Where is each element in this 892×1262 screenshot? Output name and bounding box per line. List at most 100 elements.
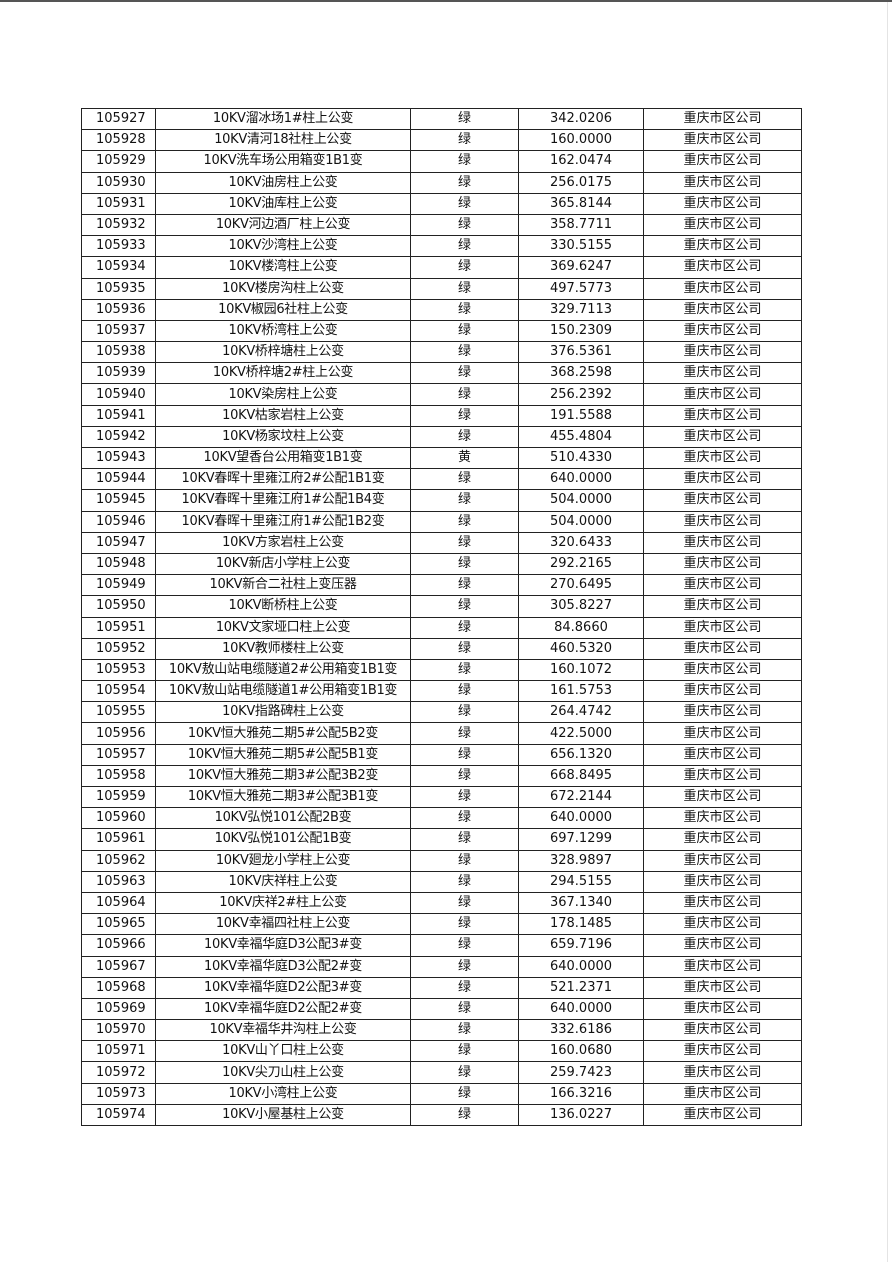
- cell-company: 重庆市区公司: [643, 913, 802, 936]
- cell-value: 368.2598: [518, 362, 644, 385]
- cell-id: 105974: [81, 1103, 156, 1127]
- page-right-edge: [887, 2, 888, 1262]
- cell-transformer-name: 10KV指路碑柱上公变: [155, 701, 411, 724]
- table-row: 105972 10KV尖刀山柱上公变绿 259.7423 重庆市区公司: [81, 1061, 802, 1084]
- cell-transformer-name: 10KV油房柱上公变: [155, 171, 411, 194]
- table-row: 105930 10KV油房柱上公变绿 256.0175 重庆市区公司: [81, 171, 802, 194]
- cell-transformer-name: 10KV幸福华井沟柱上公变: [155, 1019, 411, 1042]
- cell-id: 105966: [81, 934, 156, 957]
- cell-value: 259.7423: [518, 1061, 644, 1084]
- cell-value: 376.5361: [518, 341, 644, 364]
- cell-status: 绿: [410, 574, 519, 597]
- cell-company: 重庆市区公司: [643, 192, 802, 215]
- cell-status: 绿: [410, 637, 519, 660]
- cell-company: 重庆市区公司: [643, 701, 802, 724]
- cell-id: 105931: [81, 192, 156, 215]
- cell-company: 重庆市区公司: [643, 722, 802, 745]
- cell-value: 497.5773: [518, 277, 644, 300]
- table-row: 105934 10KV楼湾柱上公变绿 369.6247 重庆市区公司: [81, 256, 802, 279]
- table-row: 105948 10KV新店小学柱上公变绿 292.2165 重庆市区公司: [81, 552, 802, 576]
- cell-transformer-name: 10KV椒园6社柱上公变: [155, 298, 411, 321]
- cell-status: 绿: [410, 362, 519, 385]
- table-row: 105952 10KV教师楼柱上公变绿 460.5320 重庆市区公司: [81, 637, 802, 660]
- table-row: 105954 10KV敖山站电缆隧道1#公用箱变1B1变绿 161.5753 重庆市区…: [81, 680, 802, 703]
- cell-transformer-name: 10KV小湾柱上公变: [155, 1082, 411, 1105]
- table-row: 105970 10KV幸福华井沟柱上公变绿 332.6186 重庆市区公司: [81, 1019, 802, 1042]
- cell-status: 绿: [410, 213, 519, 237]
- table-row: 105959 10KV恒大雅苑二期3#公配3B1变绿 672.2144 重庆市区公司: [81, 785, 802, 809]
- cell-status: 绿: [410, 552, 519, 576]
- cell-company: 重庆市区公司: [643, 383, 802, 406]
- cell-value: 270.6495: [518, 574, 644, 597]
- cell-id: 105942: [81, 425, 156, 449]
- cell-value: 264.4742: [518, 701, 644, 724]
- cell-company: 重庆市区公司: [643, 934, 802, 957]
- cell-id: 105962: [81, 849, 156, 872]
- cell-status: 绿: [410, 764, 519, 788]
- cell-value: 342.0206: [518, 107, 644, 131]
- cell-id: 105948: [81, 552, 156, 576]
- cell-transformer-name: 10KV清河18社柱上公变: [155, 129, 411, 152]
- cell-value: 256.2392: [518, 383, 644, 406]
- cell-company: 重庆市区公司: [643, 1040, 802, 1063]
- cell-company: 重庆市区公司: [643, 404, 802, 427]
- cell-id: 105949: [81, 574, 156, 597]
- cell-status: 绿: [410, 934, 519, 957]
- cell-status: 绿: [410, 828, 519, 851]
- cell-status: 绿: [410, 743, 519, 766]
- table-row: 105962 10KV廻龙小学柱上公变绿 328.9897 重庆市区公司: [81, 849, 802, 872]
- cell-value: 504.0000: [518, 510, 644, 533]
- cell-transformer-name: 10KV文家垭口柱上公变: [155, 616, 411, 639]
- cell-company: 重庆市区公司: [643, 764, 802, 788]
- cell-id: 105937: [81, 319, 156, 343]
- cell-value: 504.0000: [518, 489, 644, 512]
- cell-value: 178.1485: [518, 913, 644, 936]
- table-row: 105966 10KV幸福华庭D3公配3#变绿 659.7196 重庆市区公司: [81, 934, 802, 957]
- table-row: 105971 10KV山丫口柱上公变绿 160.0680 重庆市区公司: [81, 1040, 802, 1063]
- cell-id: 105964: [81, 891, 156, 915]
- table-row: 105958 10KV恒大雅苑二期3#公配3B2变绿 668.8495 重庆市区公司: [81, 764, 802, 788]
- cell-value: 365.8144: [518, 192, 644, 215]
- cell-id: 105936: [81, 298, 156, 321]
- cell-id: 105971: [81, 1040, 156, 1063]
- cell-status: 绿: [410, 616, 519, 639]
- cell-transformer-name: 10KV新合二社柱上变压器: [155, 574, 411, 597]
- cell-value: 697.1299: [518, 828, 644, 851]
- cell-company: 重庆市区公司: [643, 743, 802, 766]
- cell-transformer-name: 10KV溜冰场1#柱上公变: [155, 107, 411, 131]
- cell-id: 105954: [81, 680, 156, 703]
- page-top-border: [0, 0, 892, 2]
- cell-company: 重庆市区公司: [643, 256, 802, 279]
- cell-company: 重庆市区公司: [643, 235, 802, 258]
- table-row: 105935 10KV楼房沟柱上公变绿 497.5773 重庆市区公司: [81, 277, 802, 300]
- cell-status: 绿: [410, 595, 519, 618]
- table-row: 105974 10KV小屋基柱上公变绿 136.0227 重庆市区公司: [81, 1103, 802, 1127]
- table-row: 105949 10KV新合二社柱上变压器绿 270.6495 重庆市区公司: [81, 574, 802, 597]
- cell-value: 294.5155: [518, 870, 644, 893]
- cell-company: 重庆市区公司: [643, 298, 802, 321]
- cell-id: 105932: [81, 213, 156, 237]
- cell-transformer-name: 10KV幸福四社柱上公变: [155, 913, 411, 936]
- cell-transformer-name: 10KV油库柱上公变: [155, 192, 411, 215]
- cell-company: 重庆市区公司: [643, 976, 802, 999]
- cell-value: 320.6433: [518, 531, 644, 554]
- cell-status: 绿: [410, 531, 519, 554]
- cell-company: 重庆市区公司: [643, 489, 802, 512]
- cell-id: 105944: [81, 468, 156, 491]
- cell-status: 绿: [410, 298, 519, 321]
- cell-value: 136.0227: [518, 1103, 644, 1127]
- table-row: 105967 10KV幸福华庭D3公配2#变绿 640.0000 重庆市区公司: [81, 955, 802, 978]
- cell-value: 328.9897: [518, 849, 644, 872]
- cell-id: 105927: [81, 107, 156, 131]
- cell-transformer-name: 10KV枯家岩柱上公变: [155, 404, 411, 427]
- table-row: 105941 10KV枯家岩柱上公变绿 191.5588 重庆市区公司: [81, 404, 802, 427]
- cell-company: 重庆市区公司: [643, 1019, 802, 1042]
- cell-status: 绿: [410, 277, 519, 300]
- cell-id: 105930: [81, 171, 156, 194]
- cell-status: 绿: [410, 1061, 519, 1084]
- cell-company: 重庆市区公司: [643, 107, 802, 131]
- cell-company: 重庆市区公司: [643, 468, 802, 491]
- cell-transformer-name: 10KV幸福华庭D2公配2#变: [155, 997, 411, 1021]
- cell-company: 重庆市区公司: [643, 362, 802, 385]
- cell-value: 160.0680: [518, 1040, 644, 1063]
